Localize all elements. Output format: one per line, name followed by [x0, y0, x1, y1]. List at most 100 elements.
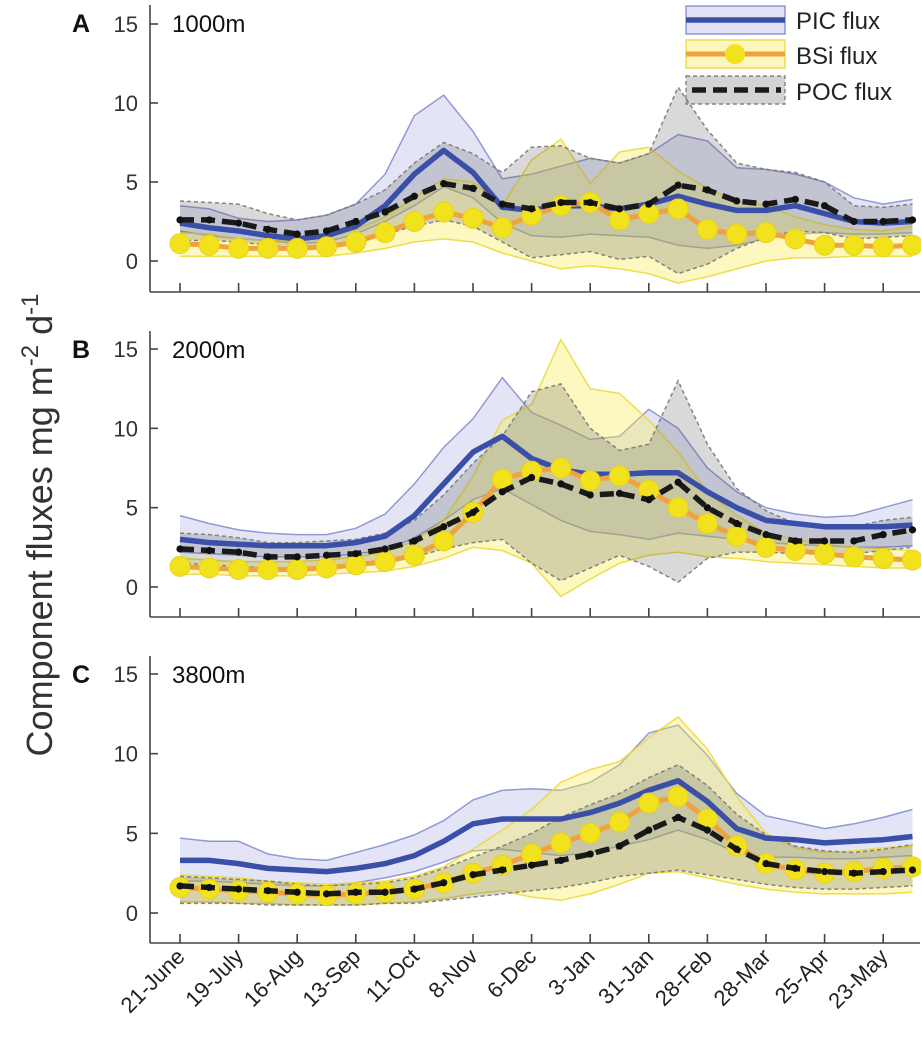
bsi-point	[345, 231, 367, 253]
y-axis-label-sup1: -2	[17, 345, 44, 366]
series-line-poc	[179, 814, 913, 897]
poc-point	[791, 195, 799, 203]
poc-point	[850, 537, 858, 545]
poc-point	[293, 553, 301, 561]
poc-point	[322, 227, 331, 235]
x-tick-label: 11-Oct	[361, 944, 424, 1007]
x-tick-label: 16-Aug	[239, 944, 307, 1012]
poc-point	[557, 198, 565, 207]
panel-a: 0 5 10 15 A 1000m	[72, 5, 921, 293]
poc-point	[410, 537, 418, 545]
bsi-point	[696, 218, 718, 240]
plot-area	[169, 85, 921, 284]
band-upper-pic	[179, 724, 913, 862]
bsi-point	[726, 525, 748, 547]
x-tick-label: 28-Mar	[709, 944, 776, 1011]
x-tick-label: 28-Feb	[650, 944, 717, 1011]
poc-point	[821, 537, 829, 545]
poc-point	[176, 882, 184, 890]
bsi-point	[902, 549, 921, 571]
poc-point	[528, 861, 536, 869]
poc-point	[645, 826, 653, 834]
bsi-point	[550, 457, 572, 479]
poc-point	[615, 205, 624, 213]
x-tick-label: 6-Dec	[482, 944, 541, 1003]
poc-point	[674, 813, 682, 822]
poc-point	[557, 856, 565, 865]
x-tick-label: 8-Nov	[423, 944, 482, 1003]
panels: 0 5 10 15 A 1000m 0 5 10 15 B 2000m 0 5 10 15 C 3800m	[72, 5, 921, 944]
bsi-point	[316, 236, 337, 258]
bsi-point	[462, 207, 484, 229]
series-line-poc	[179, 474, 913, 560]
y-tick-label: 5	[126, 496, 138, 521]
poc-point	[322, 551, 331, 559]
poc-point	[235, 548, 243, 556]
poc-point	[908, 216, 917, 224]
legend-label-bsi: BSi flux	[796, 43, 877, 70]
series-line-poc	[180, 180, 913, 237]
x-tick-label: 19-July	[180, 944, 248, 1012]
poc-point	[498, 488, 506, 496]
panel-letter: A	[72, 10, 90, 38]
series-bsi	[169, 192, 921, 259]
bsi-point	[228, 559, 250, 581]
bsi-point	[696, 513, 718, 535]
bsi-point	[345, 554, 367, 576]
panel-letter: B	[72, 336, 90, 364]
poc-point	[528, 473, 536, 482]
legend: PIC flux BSi flux POC flux	[685, 5, 892, 106]
poc-point	[469, 508, 477, 517]
bsi-point	[521, 460, 543, 482]
band-upper-bsi	[179, 716, 913, 886]
poc-point	[440, 523, 448, 531]
y-tick-label: 5	[126, 170, 138, 195]
poc-point	[762, 200, 770, 208]
poc-point	[528, 205, 536, 213]
poc-point	[469, 871, 477, 879]
poc-point	[264, 225, 272, 233]
band-poc	[180, 764, 913, 905]
band-upper-poc	[179, 763, 913, 887]
y-tick-label: 15	[114, 337, 138, 362]
bsi-point	[609, 811, 630, 833]
poc-point	[645, 200, 653, 208]
poc-point	[440, 879, 448, 887]
poc-point	[205, 883, 213, 892]
poc-point	[293, 888, 301, 896]
poc-point	[821, 867, 829, 876]
y-tick-label: 10	[114, 742, 138, 767]
bsi-point	[403, 544, 425, 566]
bsi-point	[257, 559, 279, 581]
bsi-point	[433, 201, 455, 223]
poc-point	[205, 216, 213, 224]
bsi-point	[814, 543, 836, 565]
bsi-point	[286, 237, 308, 259]
poc-point	[674, 181, 682, 189]
poc-point	[381, 888, 389, 896]
x-tick-label: 23-May	[823, 944, 893, 1014]
bsi-point	[872, 547, 894, 569]
poc-point	[205, 546, 213, 555]
bsi-point	[872, 236, 894, 258]
y-axis-label-main: Component fluxes mg m	[19, 366, 60, 756]
bsi-point	[286, 559, 308, 581]
y-tick-label: 15	[114, 662, 138, 687]
bsi-point	[784, 228, 806, 250]
bsi-point	[374, 222, 396, 244]
series-poc	[176, 179, 917, 238]
bsi-point	[433, 530, 455, 552]
panel-c: 0 5 10 15 C 3800m	[72, 656, 921, 944]
poc-point	[176, 216, 184, 224]
series-poc	[176, 473, 917, 561]
bsi-point	[667, 198, 689, 220]
poc-point	[674, 478, 682, 486]
poc-point	[235, 885, 243, 893]
poc-point	[791, 864, 799, 872]
poc-point	[352, 888, 360, 896]
bsi-point	[726, 223, 748, 245]
x-tick-label: 25-Apr	[770, 944, 834, 1008]
legend-label-poc: POC flux	[796, 79, 892, 106]
x-tick-label: 13-Sep	[297, 944, 365, 1012]
